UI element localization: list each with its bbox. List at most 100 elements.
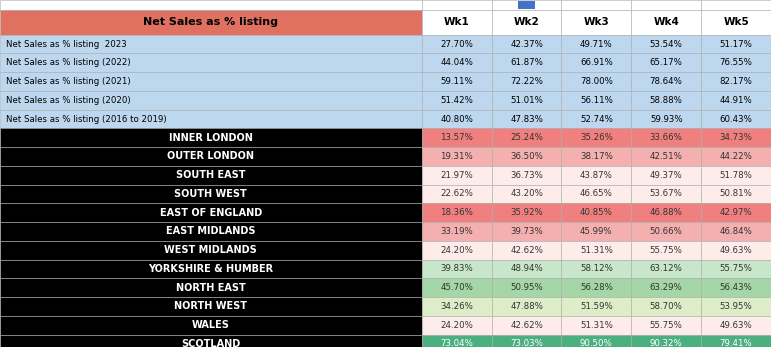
FancyBboxPatch shape — [631, 278, 701, 297]
FancyBboxPatch shape — [631, 222, 701, 241]
Text: 27.70%: 27.70% — [440, 40, 473, 49]
FancyBboxPatch shape — [492, 128, 561, 147]
Text: 51.59%: 51.59% — [580, 302, 613, 311]
Text: 40.80%: 40.80% — [440, 115, 473, 124]
FancyBboxPatch shape — [492, 91, 561, 110]
FancyBboxPatch shape — [492, 35, 561, 53]
FancyBboxPatch shape — [701, 222, 771, 241]
FancyBboxPatch shape — [422, 241, 492, 260]
Text: 51.42%: 51.42% — [440, 96, 473, 105]
Text: 73.03%: 73.03% — [510, 339, 543, 347]
FancyBboxPatch shape — [561, 166, 631, 185]
FancyBboxPatch shape — [492, 185, 561, 203]
Text: 35.92%: 35.92% — [510, 208, 543, 217]
Text: 58.88%: 58.88% — [650, 96, 682, 105]
FancyBboxPatch shape — [701, 260, 771, 278]
FancyBboxPatch shape — [492, 278, 561, 297]
Text: 46.65%: 46.65% — [580, 189, 613, 198]
FancyBboxPatch shape — [492, 10, 561, 35]
Text: Wk5: Wk5 — [723, 17, 749, 27]
Text: 51.31%: 51.31% — [580, 246, 613, 255]
FancyBboxPatch shape — [561, 110, 631, 128]
FancyBboxPatch shape — [701, 278, 771, 297]
FancyBboxPatch shape — [422, 166, 492, 185]
FancyBboxPatch shape — [701, 53, 771, 72]
FancyBboxPatch shape — [561, 316, 631, 335]
FancyBboxPatch shape — [492, 166, 561, 185]
Text: 38.17%: 38.17% — [580, 152, 613, 161]
Text: 72.22%: 72.22% — [510, 77, 543, 86]
Text: EAST MIDLANDS: EAST MIDLANDS — [166, 227, 256, 236]
Text: 53.54%: 53.54% — [650, 40, 682, 49]
Text: EAST OF ENGLAND: EAST OF ENGLAND — [160, 208, 262, 218]
FancyBboxPatch shape — [0, 316, 422, 335]
Text: 43.87%: 43.87% — [580, 171, 613, 180]
FancyBboxPatch shape — [492, 241, 561, 260]
FancyBboxPatch shape — [0, 0, 422, 10]
Text: 34.73%: 34.73% — [719, 133, 752, 142]
Text: SOUTH EAST: SOUTH EAST — [176, 170, 246, 180]
Text: Wk1: Wk1 — [444, 17, 470, 27]
FancyBboxPatch shape — [701, 203, 771, 222]
Text: 46.88%: 46.88% — [650, 208, 682, 217]
FancyBboxPatch shape — [561, 35, 631, 53]
FancyBboxPatch shape — [701, 316, 771, 335]
FancyBboxPatch shape — [701, 297, 771, 316]
FancyBboxPatch shape — [422, 222, 492, 241]
Text: INNER LONDON: INNER LONDON — [169, 133, 253, 143]
FancyBboxPatch shape — [631, 72, 701, 91]
FancyBboxPatch shape — [422, 0, 492, 10]
Text: 78.64%: 78.64% — [650, 77, 682, 86]
Text: 18.36%: 18.36% — [440, 208, 473, 217]
FancyBboxPatch shape — [631, 335, 701, 347]
FancyBboxPatch shape — [561, 203, 631, 222]
Text: WEST MIDLANDS: WEST MIDLANDS — [164, 245, 258, 255]
Text: 51.01%: 51.01% — [510, 96, 543, 105]
Text: 44.22%: 44.22% — [719, 152, 752, 161]
Text: 33.66%: 33.66% — [650, 133, 682, 142]
Text: 90.50%: 90.50% — [580, 339, 613, 347]
FancyBboxPatch shape — [631, 241, 701, 260]
Text: Net Sales as % listing (2022): Net Sales as % listing (2022) — [6, 58, 131, 67]
FancyBboxPatch shape — [561, 278, 631, 297]
FancyBboxPatch shape — [0, 297, 422, 316]
FancyBboxPatch shape — [422, 335, 492, 347]
FancyBboxPatch shape — [701, 110, 771, 128]
Text: 55.75%: 55.75% — [650, 246, 682, 255]
FancyBboxPatch shape — [0, 35, 422, 53]
FancyBboxPatch shape — [0, 185, 422, 203]
FancyBboxPatch shape — [0, 260, 422, 278]
FancyBboxPatch shape — [492, 72, 561, 91]
FancyBboxPatch shape — [0, 166, 422, 185]
FancyBboxPatch shape — [561, 241, 631, 260]
Text: 79.41%: 79.41% — [719, 339, 752, 347]
FancyBboxPatch shape — [492, 53, 561, 72]
Text: 34.26%: 34.26% — [440, 302, 473, 311]
FancyBboxPatch shape — [492, 297, 561, 316]
FancyBboxPatch shape — [0, 128, 422, 147]
FancyBboxPatch shape — [561, 128, 631, 147]
FancyBboxPatch shape — [701, 91, 771, 110]
Text: 78.00%: 78.00% — [580, 77, 613, 86]
Text: 55.75%: 55.75% — [650, 321, 682, 330]
FancyBboxPatch shape — [0, 53, 422, 72]
FancyBboxPatch shape — [631, 297, 701, 316]
FancyBboxPatch shape — [561, 72, 631, 91]
FancyBboxPatch shape — [422, 110, 492, 128]
Text: Net Sales as % listing  2023: Net Sales as % listing 2023 — [6, 40, 127, 49]
FancyBboxPatch shape — [631, 128, 701, 147]
FancyBboxPatch shape — [561, 91, 631, 110]
FancyBboxPatch shape — [701, 185, 771, 203]
Text: 44.91%: 44.91% — [719, 96, 752, 105]
Text: 36.50%: 36.50% — [510, 152, 543, 161]
Text: 60.43%: 60.43% — [719, 115, 752, 124]
Text: 33.19%: 33.19% — [440, 227, 473, 236]
FancyBboxPatch shape — [701, 10, 771, 35]
Text: YORKSHIRE & HUMBER: YORKSHIRE & HUMBER — [148, 264, 274, 274]
Text: 40.85%: 40.85% — [580, 208, 613, 217]
FancyBboxPatch shape — [0, 91, 422, 110]
Text: 19.31%: 19.31% — [440, 152, 473, 161]
FancyBboxPatch shape — [422, 278, 492, 297]
Text: 55.75%: 55.75% — [719, 264, 752, 273]
Text: 59.11%: 59.11% — [440, 77, 473, 86]
